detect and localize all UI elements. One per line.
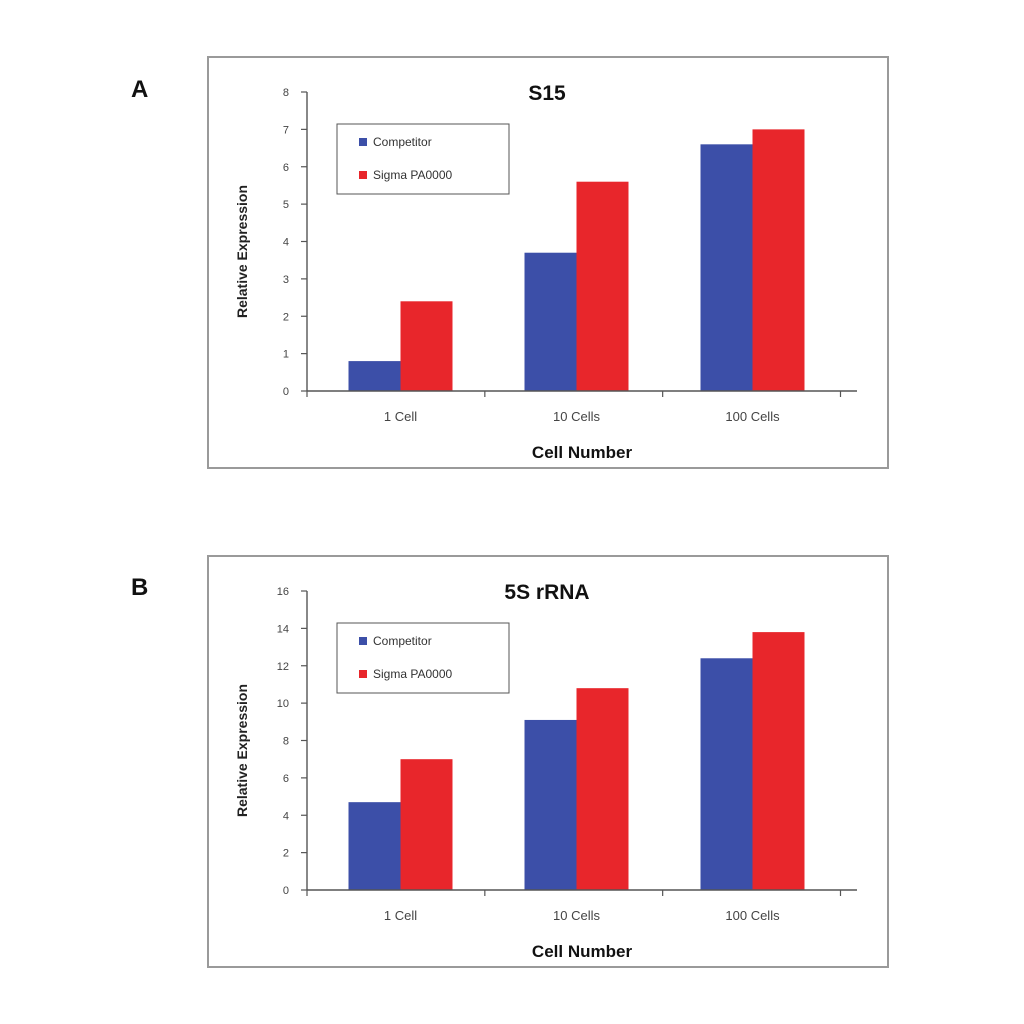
- y-tick-label: 5: [283, 199, 289, 211]
- y-tick-label: 4: [283, 810, 289, 822]
- y-tick-label: 1: [283, 349, 289, 361]
- y-tick-label: 10: [277, 698, 289, 710]
- bar-sigma-pa0000-100-cells: [752, 632, 805, 890]
- bar-competitor-100-cells: [700, 144, 753, 391]
- legend-entry: Sigma PA0000: [373, 667, 452, 681]
- y-tick-label: 8: [283, 736, 289, 748]
- panel-letter-b: B: [131, 574, 149, 601]
- y-tick-label: 2: [283, 311, 289, 323]
- chart-title: S15: [528, 82, 566, 105]
- legend-swatch: [359, 670, 367, 678]
- legend-entry: Sigma PA0000: [373, 168, 452, 182]
- chart-title: 5S rRNA: [504, 581, 589, 604]
- bar-sigma-pa0000-10-cells: [576, 181, 629, 391]
- legend-swatch: [359, 171, 367, 179]
- x-axis-title: Cell Number: [532, 942, 633, 961]
- bar-sigma-pa0000-100-cells: [752, 129, 805, 391]
- y-tick-label: 14: [277, 623, 289, 635]
- legend-swatch: [359, 138, 367, 146]
- y-tick-label: 0: [283, 386, 289, 398]
- legend-box: [336, 622, 510, 694]
- y-tick-label: 7: [283, 124, 289, 136]
- y-tick-label: 6: [283, 162, 289, 174]
- x-axis-title: Cell Number: [532, 443, 633, 462]
- legend-box: [336, 123, 510, 195]
- panel-letter-a: A: [131, 76, 149, 103]
- bar-competitor-1-cell: [348, 361, 401, 391]
- y-tick-label: 0: [283, 885, 289, 897]
- y-tick-label: 4: [283, 237, 289, 249]
- bar-competitor-10-cells: [524, 719, 577, 890]
- bar-sigma-pa0000-1-cell: [400, 301, 453, 391]
- bar-sigma-pa0000-1-cell: [400, 759, 453, 890]
- chart-a: S15 1 Cell 10 Cells 100 Cells 0 1 2 3 4 5 6 7 8 Cell …: [207, 56, 889, 469]
- y-tick-label: 2: [283, 848, 289, 860]
- bar-sigma-pa0000-10-cells: [576, 688, 629, 890]
- y-tick-label: 3: [283, 274, 289, 286]
- legend-entry: Competitor: [373, 135, 432, 149]
- x-tick-label: 100 Cells: [725, 908, 780, 923]
- x-tick-label: 10 Cells: [553, 409, 600, 424]
- legend-swatch: [359, 637, 367, 645]
- bar-competitor-1-cell: [348, 802, 401, 890]
- legend-entry: Competitor: [373, 634, 432, 648]
- chart-b: 5S rRNA 1 Cell 10 Cells 100 Cells 0 2 4 6 8 10 12 1…: [207, 555, 889, 968]
- bar-competitor-100-cells: [700, 658, 753, 890]
- y-axis-title: Relative Expression: [234, 684, 250, 817]
- y-tick-label: 12: [277, 661, 289, 673]
- x-tick-label: 10 Cells: [553, 908, 600, 923]
- y-tick-label: 8: [283, 87, 289, 99]
- x-tick-label: 1 Cell: [384, 908, 417, 923]
- bar-competitor-10-cells: [524, 252, 577, 391]
- y-tick-label: 16: [277, 586, 289, 598]
- y-axis-title: Relative Expression: [234, 185, 250, 318]
- x-tick-label: 100 Cells: [725, 409, 780, 424]
- y-tick-label: 6: [283, 773, 289, 785]
- x-tick-label: 1 Cell: [384, 409, 417, 424]
